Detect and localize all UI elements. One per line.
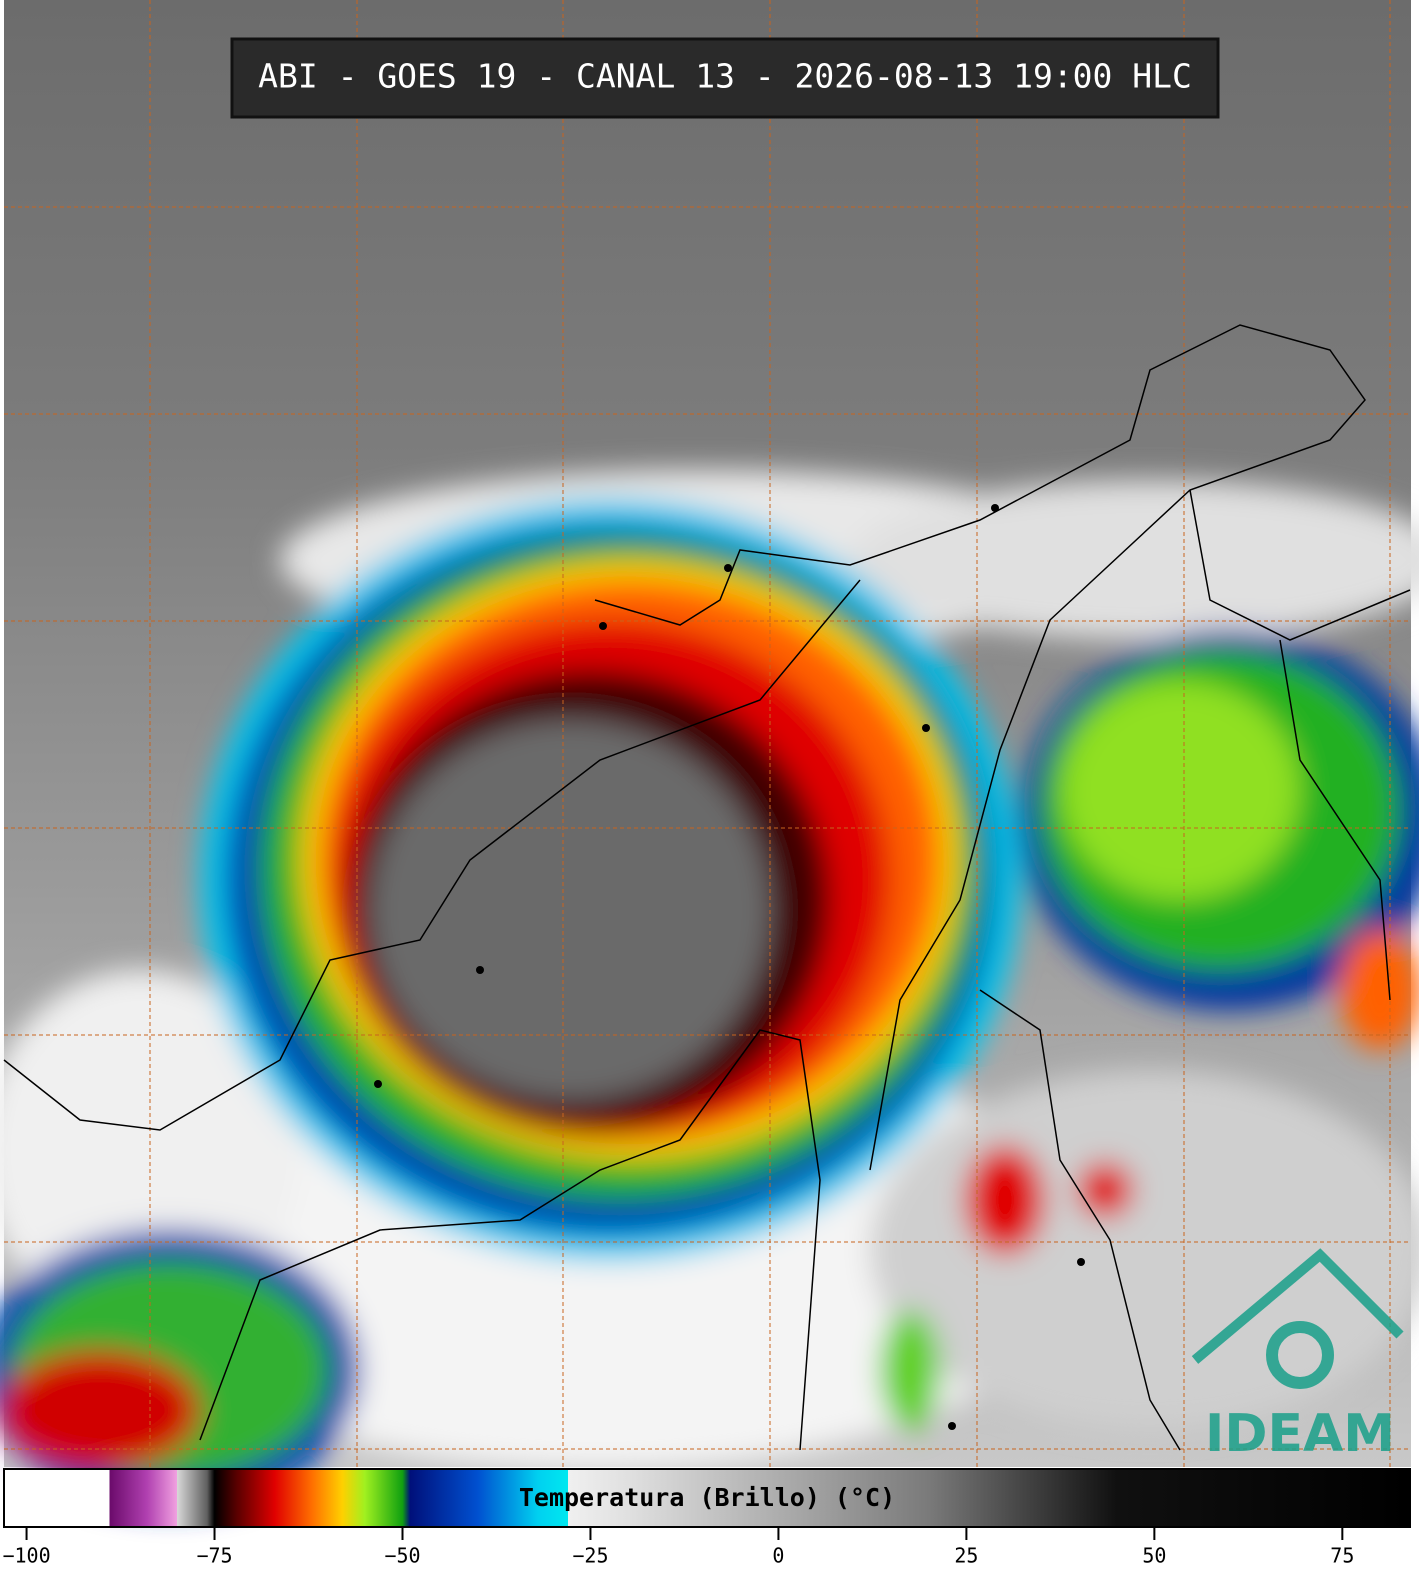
- tick-label: 25: [954, 1544, 978, 1568]
- title: ABI - GOES 19 - CANAL 13 - 2026-08-13 19…: [258, 57, 1192, 96]
- tick-label: −25: [572, 1544, 608, 1568]
- satellite-image: [0, 0, 1419, 1510]
- logo: IDEAM: [1191, 1248, 1404, 1464]
- tick-label: 50: [1142, 1544, 1166, 1568]
- logo-text: IDEAM: [1205, 1404, 1395, 1464]
- tick-label: −100: [2, 1544, 50, 1568]
- tick-label: −50: [384, 1544, 420, 1568]
- colorbar-fill: [3, 1468, 1411, 1528]
- tick-label: −75: [196, 1544, 232, 1568]
- colorbar-label: Temperatura (Brillo) (°C): [519, 1483, 895, 1512]
- title-box: ABI - GOES 19 - CANAL 13 - 2026-08-13 19…: [230, 37, 1220, 119]
- tick-label: 0: [772, 1544, 784, 1568]
- colorbar: Temperatura (Brillo) (°C) −100 −75 −50 −25 0…: [2, 1468, 1411, 1568]
- tick-label: 75: [1330, 1544, 1354, 1568]
